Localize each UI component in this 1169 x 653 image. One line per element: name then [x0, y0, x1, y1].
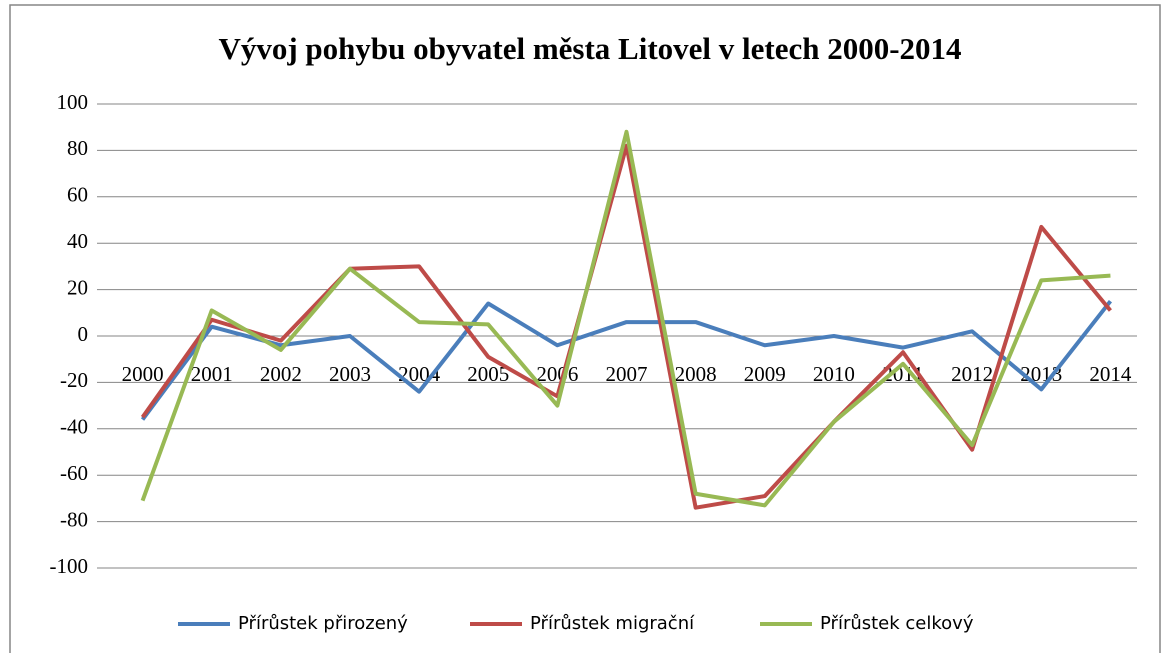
series-line	[140, 299, 1113, 421]
x-tick-label: 2006	[536, 362, 578, 386]
x-tick-label: 2009	[744, 362, 786, 386]
y-tick-label: -40	[60, 415, 88, 439]
y-tick-label: 60	[67, 183, 88, 207]
x-tick-label: 2007	[606, 362, 648, 386]
series-line	[140, 129, 1111, 508]
x-tick-label: 2012	[951, 362, 993, 386]
x-tick-label: 2010	[813, 362, 855, 386]
x-tick-label: 2001	[191, 362, 233, 386]
y-tick-label: 80	[67, 136, 88, 160]
legend-label: Přírůstek přirozený	[238, 613, 408, 634]
y-tick-label: -60	[60, 461, 88, 485]
y-tick-label: 20	[67, 275, 88, 299]
x-tick-label: 2000	[122, 362, 164, 386]
x-tick-label: 2003	[329, 362, 371, 386]
x-tick-label: 2002	[260, 362, 302, 386]
chart-frame	[9, 4, 1161, 653]
y-tick-label: 0	[78, 322, 89, 346]
y-tick-label: 100	[57, 90, 89, 114]
chart-title: Vývoj pohybu obyvatel města Litovel v le…	[218, 31, 961, 66]
x-tick-label: 2008	[675, 362, 717, 386]
y-tick-label: 40	[67, 229, 88, 253]
legend-label: Přírůstek celkový	[820, 613, 974, 634]
x-tick-label: 2014	[1089, 362, 1132, 386]
y-tick-label: -20	[60, 368, 88, 392]
legend-label: Přírůstek migrační	[530, 613, 695, 634]
y-tick-label: -80	[60, 507, 88, 531]
y-tick-label: -100	[50, 554, 89, 578]
